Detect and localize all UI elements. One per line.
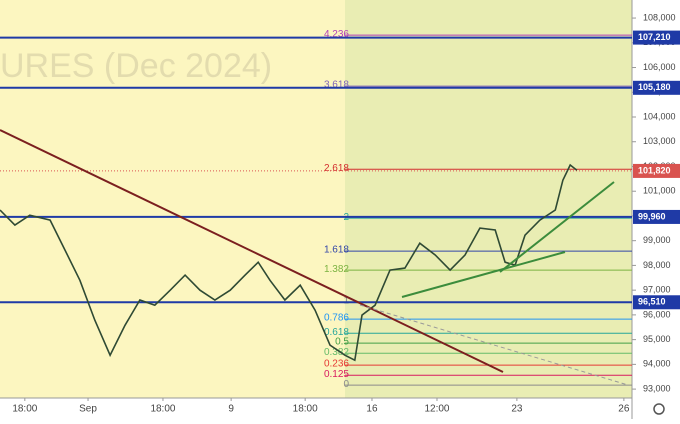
level-label: 99,960 xyxy=(638,211,666,221)
fib-label: 1.382 xyxy=(324,264,349,275)
settings-icon[interactable] xyxy=(653,403,665,415)
last-price-tag xyxy=(633,163,680,178)
trend-line xyxy=(499,181,615,273)
level-tag xyxy=(633,295,680,310)
x-tick-label: 12:00 xyxy=(424,404,449,415)
y-tick-label: 99,000 xyxy=(643,235,671,245)
fib-label: 1 xyxy=(343,296,349,307)
fib-label: 0.786 xyxy=(324,313,349,324)
settings-icon[interactable] xyxy=(653,403,665,415)
time-axis xyxy=(0,398,632,419)
level-label: 105,180 xyxy=(638,82,671,92)
fib-label: 3.618 xyxy=(324,80,349,91)
y-tick-label: 101,000 xyxy=(643,186,676,196)
level-tag xyxy=(633,209,680,224)
y-tick-label: 96,000 xyxy=(643,309,671,319)
watermark: URES (Dec 2024) xyxy=(0,47,272,85)
fib-label: 0 xyxy=(343,379,349,390)
fib-label: 2.618 xyxy=(324,163,349,174)
x-tick-label: 26 xyxy=(618,404,630,415)
x-tick-label: Sep xyxy=(79,404,97,415)
y-tick-label: 108,000 xyxy=(643,12,676,22)
y-tick-label: 104,000 xyxy=(643,111,676,121)
x-tick-label: 18:00 xyxy=(293,404,318,415)
y-tick-label: 93,000 xyxy=(643,383,671,393)
fib-label: 0.382 xyxy=(324,347,349,358)
fib-label: 1.618 xyxy=(324,245,349,256)
x-tick-label: 18:00 xyxy=(12,404,37,415)
fib-label: 0.125 xyxy=(324,369,349,380)
y-tick-label: 98,000 xyxy=(643,260,671,270)
last-price-label: 101,820 xyxy=(638,165,671,175)
fib-label: 0.5 xyxy=(335,337,349,348)
y-tick-label: 103,000 xyxy=(643,136,676,146)
level-tag xyxy=(633,30,680,45)
level-tag xyxy=(633,80,680,95)
y-tick-label: 106,000 xyxy=(643,62,676,72)
y-tick-label: 95,000 xyxy=(643,334,671,344)
x-tick-label: 18:00 xyxy=(150,404,175,415)
trend-line xyxy=(359,304,629,386)
fib-zone xyxy=(345,0,632,398)
level-label: 96,510 xyxy=(638,297,666,307)
y-tick-label: 97,000 xyxy=(643,285,671,295)
x-tick-label: 23 xyxy=(511,404,523,415)
fib-label: 0.236 xyxy=(324,359,349,370)
x-tick-label: 9 xyxy=(228,404,234,415)
trend-line xyxy=(401,251,566,298)
y-tick-label: 94,000 xyxy=(643,359,671,369)
trend-line xyxy=(0,129,504,373)
chart-layer: 4.2363.6182.61821.6181.38210.7860.6180.5… xyxy=(0,17,636,401)
x-tick-label: 16 xyxy=(366,404,378,415)
level-label: 107,210 xyxy=(638,32,671,42)
fib-label: 0.618 xyxy=(324,327,349,338)
price-axis xyxy=(632,0,680,419)
price-line xyxy=(0,163,578,362)
fib-label: 4.236 xyxy=(324,29,349,40)
